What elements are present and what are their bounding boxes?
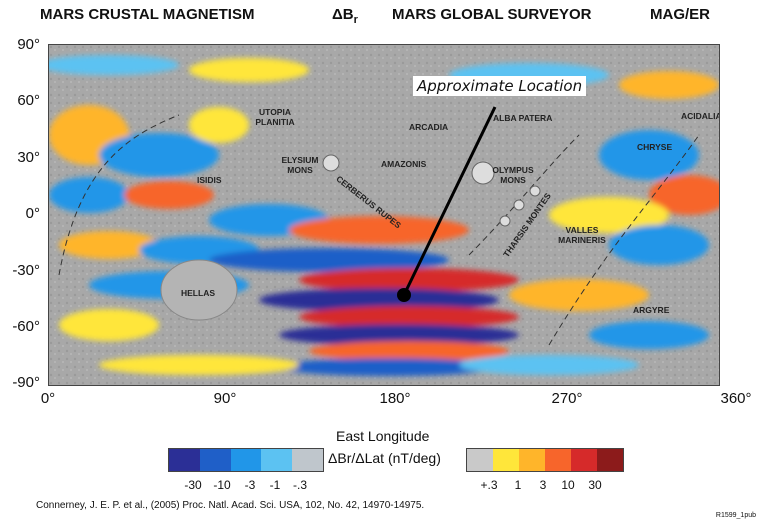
region-acidalia: ACIDALIA	[681, 111, 720, 121]
y-tick: 30°	[17, 149, 40, 166]
colorbar-swatch	[199, 449, 231, 471]
citation: Connerney, J. E. P. et al., (2005) Proc.…	[36, 500, 425, 511]
y-tick: 60°	[17, 92, 40, 109]
figure-id: R1599_1pub	[715, 512, 756, 519]
map-svg	[49, 45, 719, 385]
pos-tick: 10	[561, 478, 575, 492]
mission-label: MARS GLOBAL SURVEYOR	[392, 6, 592, 23]
colorbar-swatch	[292, 449, 323, 471]
x-axis-title: East Longitude	[336, 428, 430, 444]
quantity-label: ΔBr	[332, 6, 358, 26]
elysium-volcano	[322, 154, 340, 172]
region-amazonis: AMAZONIS	[381, 159, 427, 169]
hellas-basin	[160, 259, 238, 321]
pos-tick: 3	[539, 478, 547, 492]
approximate-location-callout: Approximate Location	[413, 76, 587, 96]
neg-tick: -.3	[292, 478, 308, 492]
colorbar-swatch	[571, 449, 597, 471]
y-tick: -60°	[12, 318, 40, 335]
quantity-main: ΔB	[332, 6, 354, 23]
colorbar-swatch	[169, 449, 200, 471]
colorbar-label: ΔBr/ΔLat (nT/deg)	[328, 450, 441, 466]
x-tick: 270°	[551, 390, 583, 407]
positive-colorbar	[466, 448, 624, 472]
region-chryse: CHRYSE	[637, 142, 673, 152]
x-tick: 0°	[40, 390, 56, 407]
region-valles: VALLES MARINERIS	[558, 225, 606, 245]
y-tick: 0°	[25, 205, 40, 222]
x-tick: 90°	[213, 390, 237, 407]
instrument-label: MAG/ER	[650, 6, 710, 23]
x-tick: 360°	[720, 390, 752, 407]
location-marker	[397, 288, 411, 302]
colorbar-swatch	[519, 449, 545, 471]
negative-colorbar	[168, 448, 324, 472]
map-title: MARS CRUSTAL MAGNETISM	[40, 6, 255, 23]
quantity-sub: r	[353, 14, 358, 26]
colorbar-swatch	[493, 449, 519, 471]
neg-tick: -1	[269, 478, 281, 492]
region-utopia: UTOPIA PLANITIA	[255, 107, 295, 127]
colorbar-swatch	[261, 449, 293, 471]
pos-tick: +.3	[480, 478, 498, 492]
neg-tick: -30	[184, 478, 202, 492]
y-tick: -30°	[12, 262, 40, 279]
x-tick: 180°	[379, 390, 411, 407]
colorbar-swatch	[230, 449, 262, 471]
pointer-line	[402, 106, 497, 296]
region-olympus: OLYMPUS MONS	[492, 165, 534, 185]
anomaly-field	[49, 55, 719, 376]
mars-magnetic-map: UTOPIA PLANITIA ARCADIA ALBA PATERA ACID…	[48, 44, 720, 386]
neg-tick: -3	[244, 478, 256, 492]
colorbar-swatch	[545, 449, 571, 471]
region-alba: ALBA PATERA	[493, 113, 553, 123]
pos-tick: 1	[514, 478, 522, 492]
colorbar-swatch	[467, 449, 493, 471]
y-tick: -90°	[12, 374, 40, 391]
region-argyre: ARGYRE	[633, 305, 670, 315]
region-isidis: ISIDIS	[197, 175, 222, 185]
region-elysium: ELYSIUM MONS	[281, 155, 319, 175]
colorbar-swatch	[597, 449, 623, 471]
region-arcadia: ARCADIA	[409, 122, 449, 132]
neg-tick: -10	[213, 478, 231, 492]
pos-tick: 30	[588, 478, 602, 492]
y-tick: 90°	[17, 36, 40, 53]
region-hellas: HELLAS	[181, 288, 215, 298]
olympus-volcano	[471, 161, 495, 185]
